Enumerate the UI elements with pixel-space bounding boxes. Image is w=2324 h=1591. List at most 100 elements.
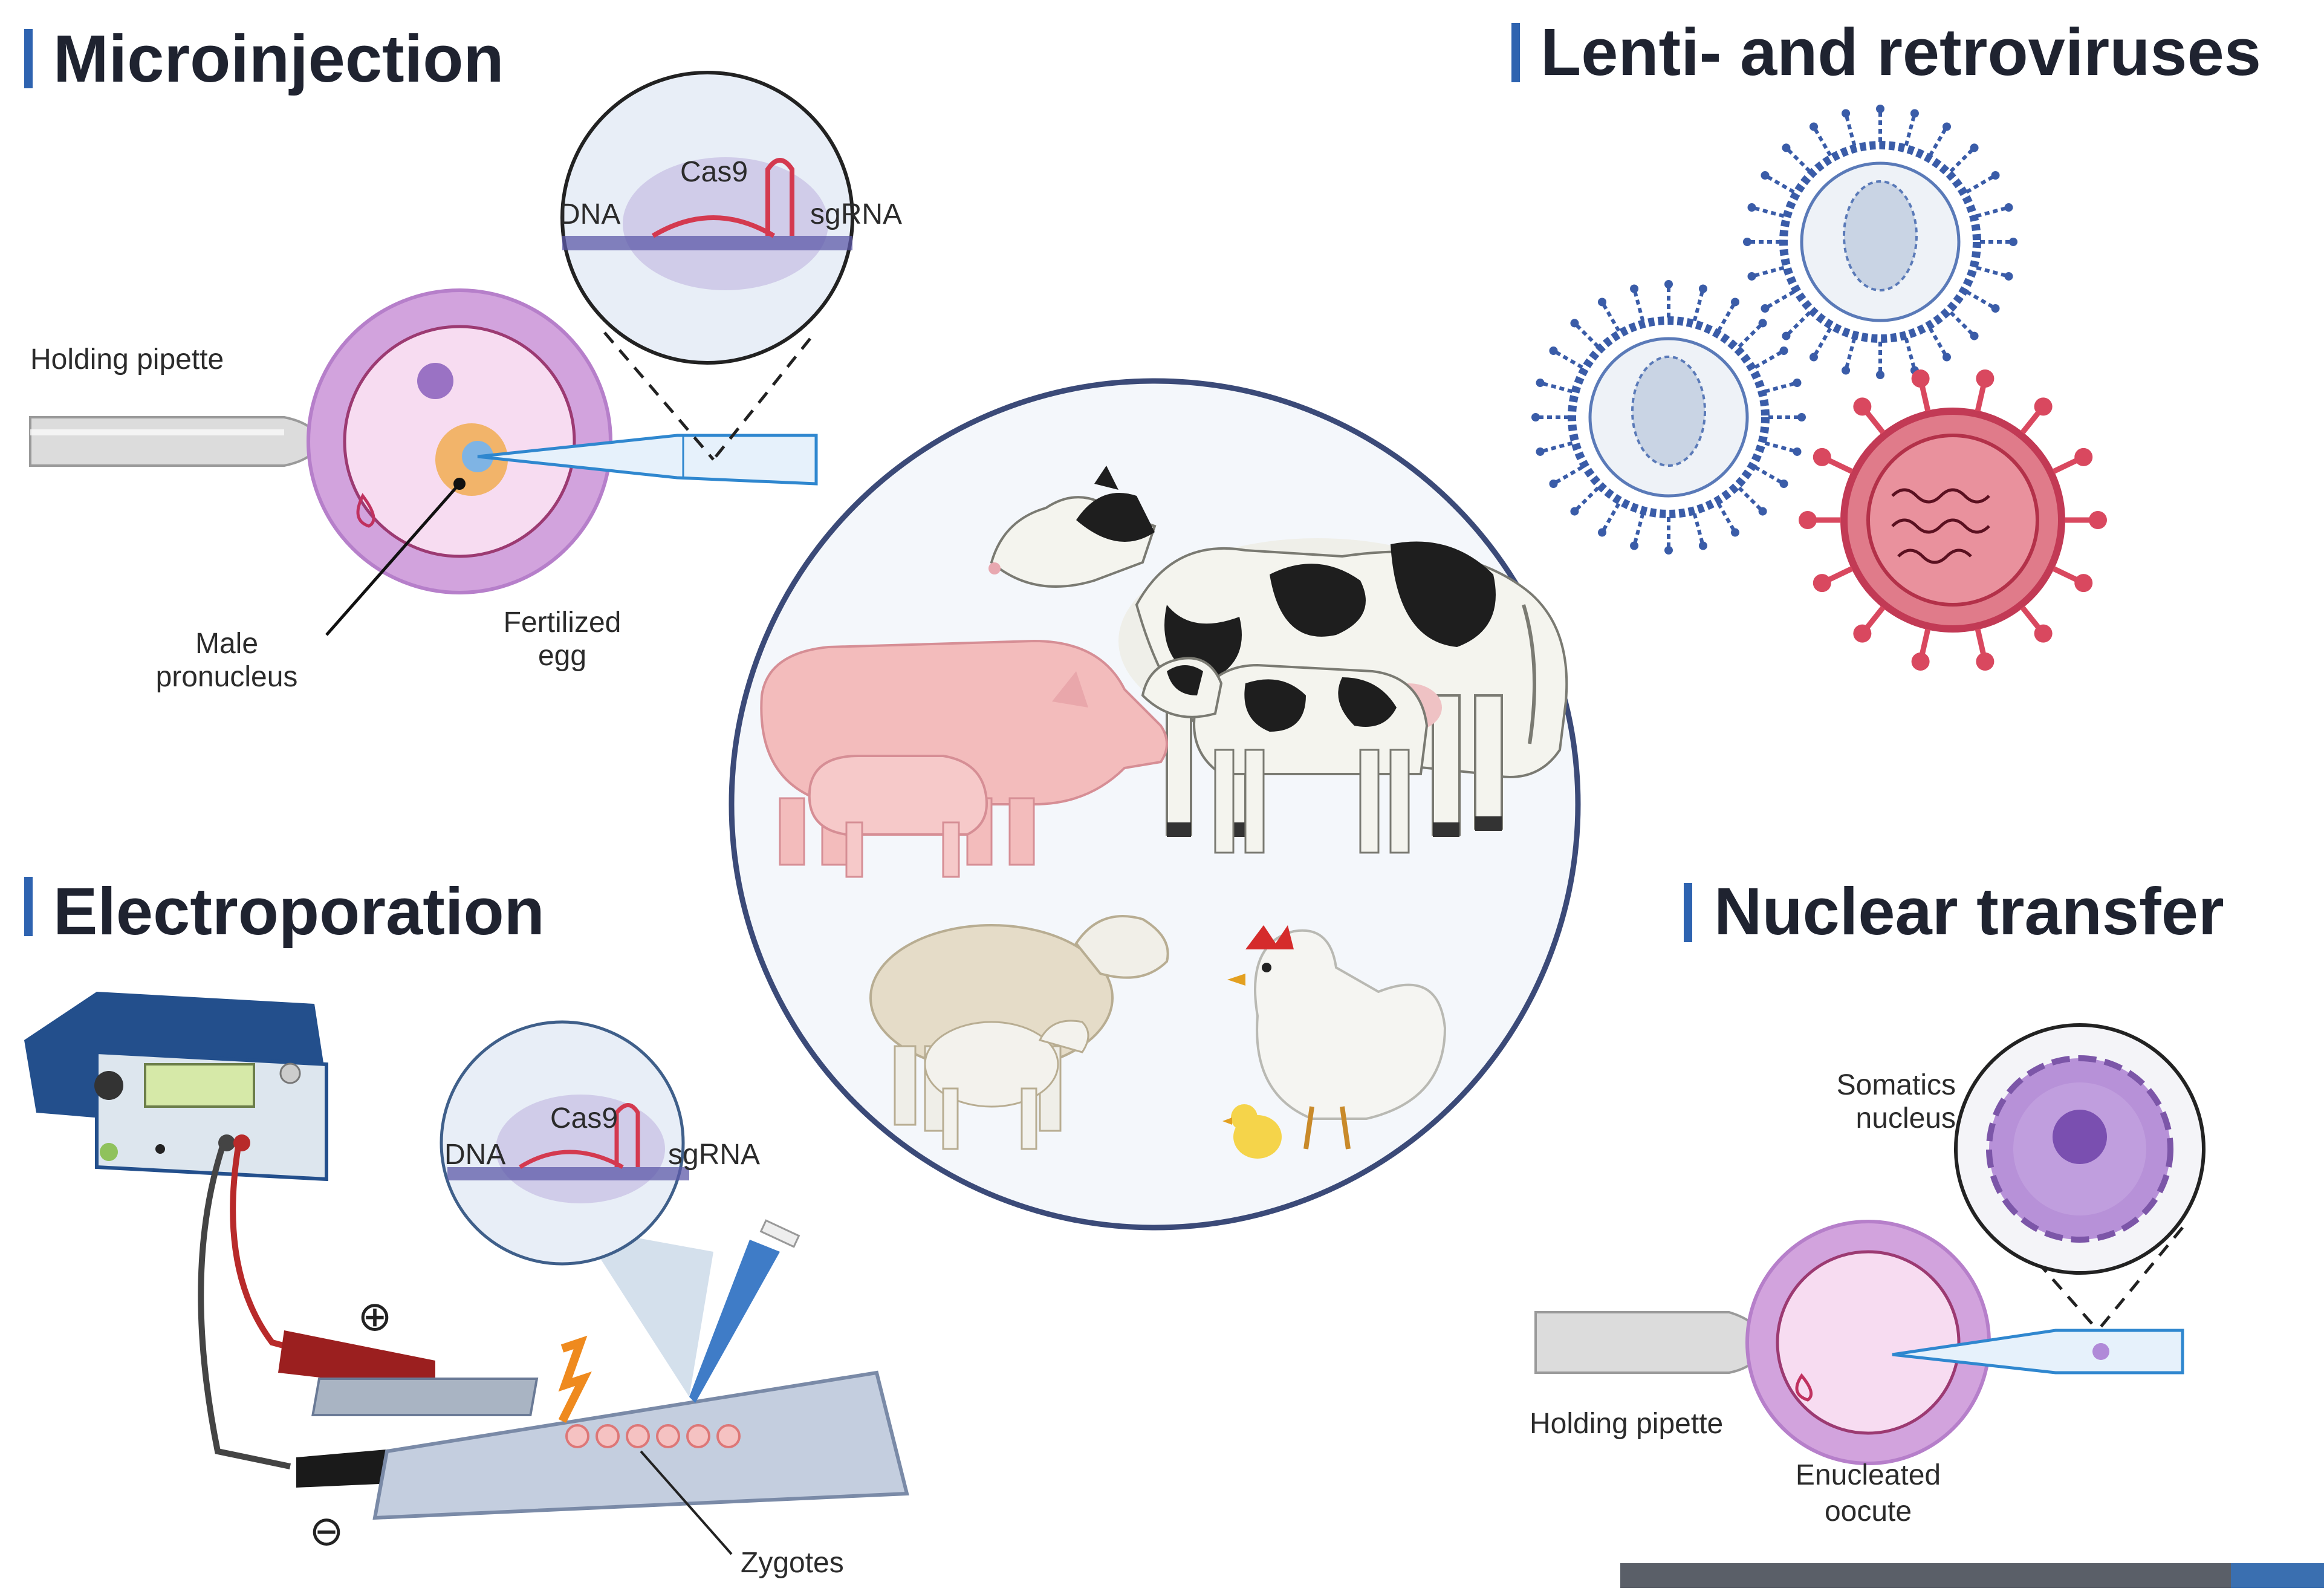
virus-spike-tip — [1943, 353, 1951, 362]
virus-spike — [1928, 125, 1949, 157]
virus-spike-tip — [1531, 413, 1540, 421]
virus-spike — [1812, 125, 1832, 157]
virus-spike-tip — [1747, 272, 1756, 281]
somatics-nucleus-label-2: nucleus — [1856, 1102, 1956, 1134]
electroporation-sgrna-label: sgRNA — [668, 1139, 760, 1171]
microinjection-sgrna-label: sgRNA — [810, 198, 902, 230]
female-pronucleus — [417, 363, 453, 399]
virus-spike-tip — [1853, 624, 1872, 643]
virus-spike-tip — [1758, 319, 1767, 328]
virus-spike — [1751, 206, 1785, 218]
virus-spike-tip — [2004, 272, 2013, 281]
virus-spike — [1965, 290, 1997, 310]
virus-spike — [1764, 174, 1795, 194]
transfer-needle — [1892, 1329, 2184, 1375]
virus-spike — [1844, 112, 1857, 146]
plus-icon: ⊕ — [358, 1293, 392, 1339]
virus-spike — [1539, 381, 1573, 394]
power-supply-display — [144, 1063, 255, 1108]
fertilized-egg-label-2: egg — [538, 640, 586, 672]
virus-spike-tip — [1842, 366, 1851, 375]
virus-spike-tip — [1761, 171, 1770, 180]
virus-spike — [1716, 503, 1737, 534]
enucleated-oocyte-label-1: Enucleated — [1796, 1459, 1941, 1491]
virus-spike-tip — [1664, 546, 1673, 555]
virus-spike — [1965, 174, 1997, 194]
zygotes-pointer — [640, 1450, 733, 1555]
male-pronucleus-label-1: Male — [195, 628, 258, 660]
microinjection-dna-label: DNA — [559, 198, 620, 230]
dropper-pipette — [689, 1240, 780, 1403]
virus-spike-tip — [1910, 109, 1919, 118]
electroporation-cas9-label: Cas9 — [550, 1102, 618, 1134]
virus-spike — [1764, 441, 1798, 454]
pig-illustration — [760, 639, 1168, 878]
virus-spike — [1692, 288, 1705, 322]
virus-spike — [1600, 503, 1621, 534]
virus-spike-tip — [1731, 298, 1739, 307]
virus-spike-tip — [2074, 574, 2093, 593]
virus-spike-tip — [1911, 369, 1930, 388]
virus-spike-tip — [1810, 122, 1818, 131]
virus-spike-tip — [1799, 511, 1817, 529]
virus-spike-tip — [1991, 304, 2000, 313]
virus-spike — [1785, 311, 1811, 337]
virus-spike-tip — [2009, 238, 2017, 246]
injection-needle — [477, 434, 818, 486]
electroporation-dna-label: DNA — [444, 1139, 505, 1171]
virus-spike-tip — [1810, 353, 1818, 362]
virus-spike-tip — [1747, 203, 1756, 212]
holding-pipette — [29, 416, 322, 467]
virus-spike-tip — [1698, 284, 1707, 293]
enucleated-oocyte-label-2: oocute — [1825, 1495, 1912, 1528]
virus-spike-tip — [1761, 304, 1770, 313]
virus-spike-tip — [1598, 298, 1606, 307]
virus-spike — [1573, 486, 1600, 513]
virus-spike-tip — [1876, 105, 1884, 113]
virus-spike — [1904, 337, 1917, 371]
virus-spike — [1949, 146, 1976, 173]
virus-spike-tip — [1743, 238, 1751, 246]
virus-spike — [1764, 381, 1798, 394]
virus-spike-tip — [1782, 331, 1791, 340]
virus-spike — [1904, 112, 1917, 146]
bottom-bar-accent — [2231, 1563, 2324, 1588]
minus-icon: ⊖ — [310, 1508, 344, 1554]
power-knob — [94, 1071, 123, 1100]
holding-pipette — [1534, 1311, 1767, 1374]
virus-spike-tip — [1970, 143, 1979, 152]
virus-spike-tip — [1549, 480, 1558, 488]
virus-spike — [1812, 327, 1832, 359]
accent-bar — [24, 877, 33, 936]
virus-spike-tip — [1782, 143, 1791, 152]
virus-spike-tip — [1976, 369, 1995, 388]
virus-spike — [1632, 513, 1645, 547]
virus-spike — [1754, 465, 1785, 486]
virus-spike-tip — [2004, 203, 2013, 212]
retrovirus-particle — [1840, 408, 2065, 633]
virus-spike-tip — [1630, 284, 1639, 293]
microinjection-title: Microinjection — [53, 22, 504, 96]
virus-spike-tip — [1793, 379, 1802, 388]
microinjection-diagram: Cas9 DNA sgRNA Holding pipette Male pron… — [29, 71, 902, 693]
virus-spike-tip — [1570, 319, 1579, 328]
virus-spike-tip — [1630, 541, 1639, 550]
virus-spike-tip — [1598, 528, 1606, 537]
microinjection-heading: Microinjection — [24, 22, 504, 96]
virus-spike — [1632, 288, 1645, 322]
zygotes-label: Zygotes — [741, 1547, 844, 1579]
virus-spike-tip — [2034, 624, 2053, 643]
virus-spike-tip — [1793, 447, 1802, 456]
virus-spike-tip — [1731, 528, 1739, 537]
virus-spike — [1600, 301, 1621, 332]
virus-spike-tip — [1813, 447, 1831, 466]
virus-spike-tip — [1570, 507, 1579, 516]
virus-spike-tip — [1664, 280, 1673, 288]
virus-spike — [1764, 290, 1795, 310]
livestock-circle — [729, 378, 1581, 1231]
nt-holding-pipette-label: Holding pipette — [1530, 1408, 1723, 1440]
virus-spike-tip — [1943, 122, 1951, 131]
virus-spike-tip — [1549, 347, 1558, 355]
virus-spike-tip — [1970, 331, 1979, 340]
